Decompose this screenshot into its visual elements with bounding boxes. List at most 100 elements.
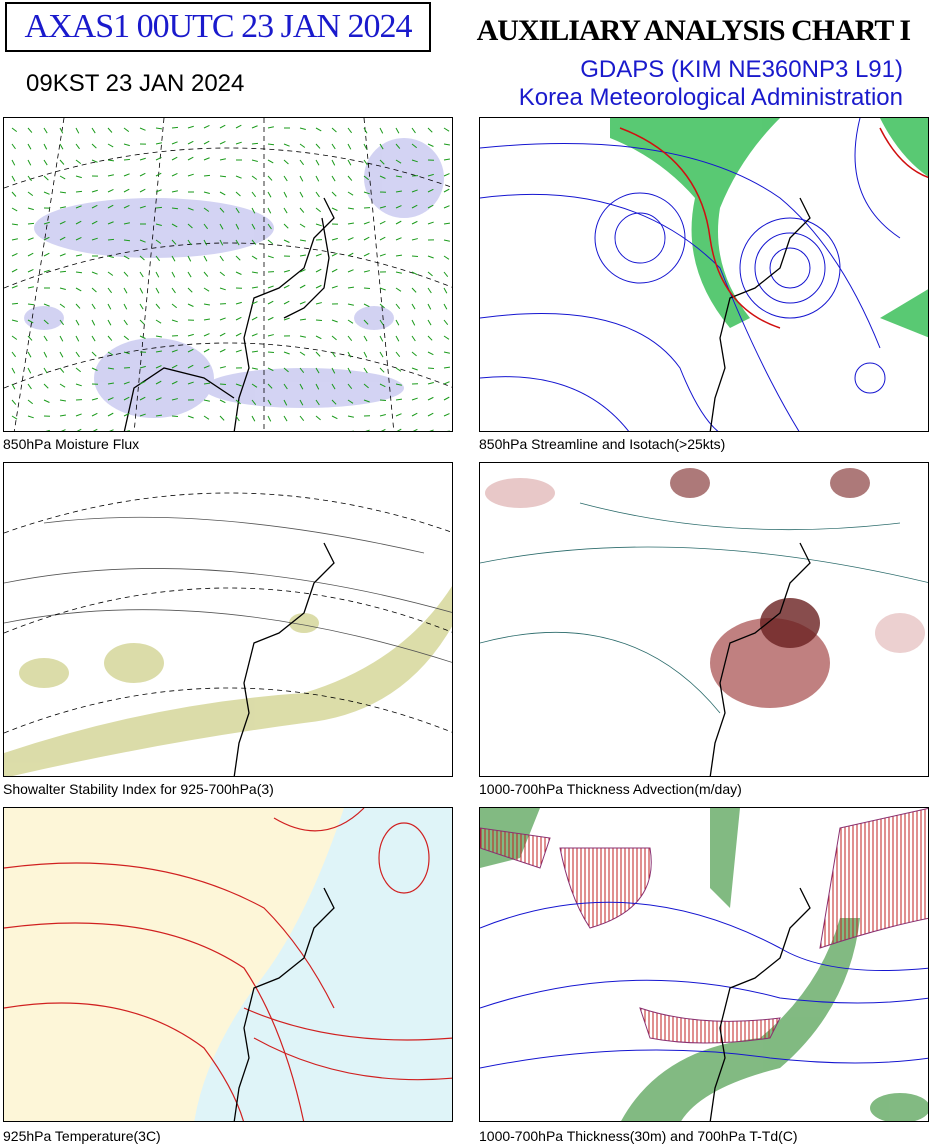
flux-arrow [331, 191, 337, 197]
flux-arrow [75, 383, 82, 387]
flux-arrow [91, 143, 97, 149]
flux-arrow [251, 301, 258, 305]
flux-arrow [203, 382, 211, 385]
flux-arrow [251, 255, 258, 260]
flux-arrow [123, 204, 130, 209]
flux-arrow [123, 351, 130, 355]
flux-arrow [427, 351, 434, 356]
flux-arrow [61, 429, 66, 431]
flux-arrow [59, 287, 66, 290]
flux-arrow [363, 221, 370, 225]
flux-arrow [235, 191, 241, 197]
flux-arrow [107, 367, 114, 370]
flux-arrow [363, 319, 369, 325]
flux-arrow [11, 191, 17, 197]
flux-arrow [75, 335, 80, 342]
flux-arrow [443, 143, 450, 146]
flux-arrow [379, 220, 386, 225]
flux-arrow [203, 125, 210, 129]
flux-arrow [347, 415, 354, 418]
flux-arrow [283, 383, 288, 390]
flux-arrow [315, 191, 320, 198]
flux-arrow [379, 205, 386, 209]
stability-shading [4, 586, 452, 776]
flux-arrow [139, 172, 146, 177]
flux-arrow [427, 319, 432, 326]
flux-arrow [315, 175, 320, 182]
flux-arrow [92, 428, 98, 431]
dry-hatch [480, 808, 928, 1044]
flux-arrow [155, 271, 160, 278]
flux-arrow [187, 140, 194, 145]
flux-arrow [123, 412, 130, 417]
flux-arrow [443, 319, 449, 326]
flux-arrow [235, 415, 240, 422]
flux-arrow [427, 335, 433, 341]
flux-arrow [91, 287, 97, 293]
flux-arrow [171, 319, 178, 323]
flux-arrow [251, 142, 259, 145]
flux-arrow [187, 271, 192, 278]
flux-arrow [379, 253, 386, 257]
flux-arrow [203, 191, 210, 194]
flux-arrow [283, 300, 290, 305]
flux-arrow [411, 335, 416, 342]
flux-arrow [123, 319, 128, 326]
flux-arrow [219, 223, 224, 230]
flux-arrow [43, 351, 48, 358]
flux-arrow [347, 159, 352, 166]
chart-title: AUXILIARY ANALYSIS CHART I [476, 14, 911, 47]
flux-arrow [251, 223, 256, 230]
flux-arrow [427, 221, 434, 225]
flux-arrow [171, 287, 176, 294]
flux-arrow [43, 367, 48, 374]
flux-arrow [235, 301, 242, 305]
flux-arrow [75, 351, 80, 358]
flux-arrow [396, 428, 402, 431]
flux-arrow [187, 333, 194, 337]
flux-arrow [27, 399, 34, 405]
flux-arrow [347, 319, 354, 324]
flux-arrow [91, 204, 98, 209]
flux-arrow [363, 236, 370, 241]
flux-arrow [125, 430, 130, 431]
flux-arrow [139, 319, 145, 325]
flux-arrow [363, 303, 370, 308]
flux-arrow [139, 413, 146, 417]
flux-arrow [315, 159, 320, 166]
flux-arrow [123, 381, 130, 385]
flux-arrow [427, 188, 434, 193]
flux-arrow [219, 271, 226, 277]
flux-arrow [315, 207, 322, 213]
flux-arrow [219, 383, 227, 386]
flux-arrow [411, 367, 418, 371]
flux-arrow [219, 255, 224, 262]
flux-arrow [315, 302, 322, 305]
flux-arrow [171, 172, 178, 177]
flux-arrow [91, 159, 98, 163]
flux-arrow [75, 220, 82, 225]
flux-arrow [11, 207, 18, 212]
flux-arrow [11, 238, 18, 241]
flux-arrow [283, 415, 288, 422]
flux-arrow [411, 189, 418, 193]
flux-arrow [283, 175, 288, 182]
flux-arrow [315, 383, 320, 390]
flux-arrow [187, 173, 194, 177]
flux-arrow [347, 269, 354, 273]
flux-arrow [395, 271, 402, 274]
flux-arrow [315, 284, 322, 289]
flux-arrow [75, 319, 80, 326]
flux-arrow [315, 127, 322, 132]
flux-arrow [187, 125, 194, 129]
flux-arrow [219, 175, 227, 178]
flux-arrow [379, 351, 384, 358]
flux-arrow [123, 303, 128, 310]
flux-arrow [59, 319, 65, 326]
flux-arrow [331, 335, 337, 341]
flux-arrow [315, 367, 320, 374]
flux-arrow [395, 335, 400, 342]
flux-arrow [299, 254, 306, 257]
flux-arrow [219, 415, 225, 421]
flux-arrow [219, 317, 226, 321]
